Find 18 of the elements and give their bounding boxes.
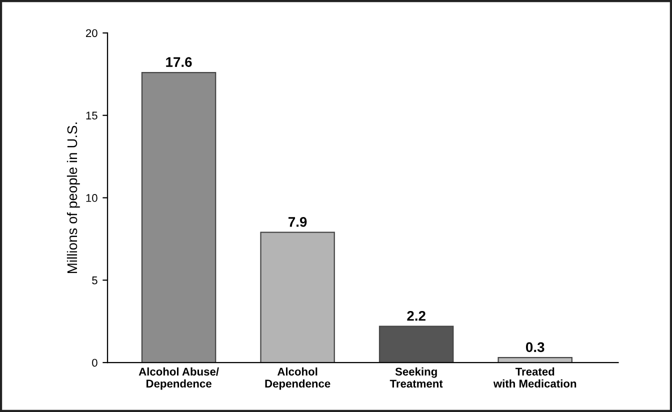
data-label: 7.9 <box>288 217 307 227</box>
y-tick-label: 0 <box>92 358 98 367</box>
bar <box>260 232 335 363</box>
bar <box>378 326 454 363</box>
y-tick-label: 5 <box>92 276 98 284</box>
x-tick-label: Treated with Medication <box>493 367 576 388</box>
y-tick-label: 15 <box>86 112 98 120</box>
x-tick-label: Alcohol Dependence <box>265 367 330 390</box>
data-label: 2.2 <box>407 310 426 321</box>
bar <box>141 72 216 363</box>
data-label: 0.3 <box>526 342 544 352</box>
data-label: 17.6 <box>166 57 192 67</box>
y-tick-label: 10 <box>86 194 98 202</box>
bar <box>498 357 572 363</box>
x-tick-label: Alcohol Abuse/ Dependence <box>138 367 219 390</box>
y-axis-title: Millions of people in U.S. <box>66 122 80 274</box>
y-tick-label: 20 <box>86 29 98 38</box>
x-tick-label: Seeking Treatment <box>390 367 443 388</box>
